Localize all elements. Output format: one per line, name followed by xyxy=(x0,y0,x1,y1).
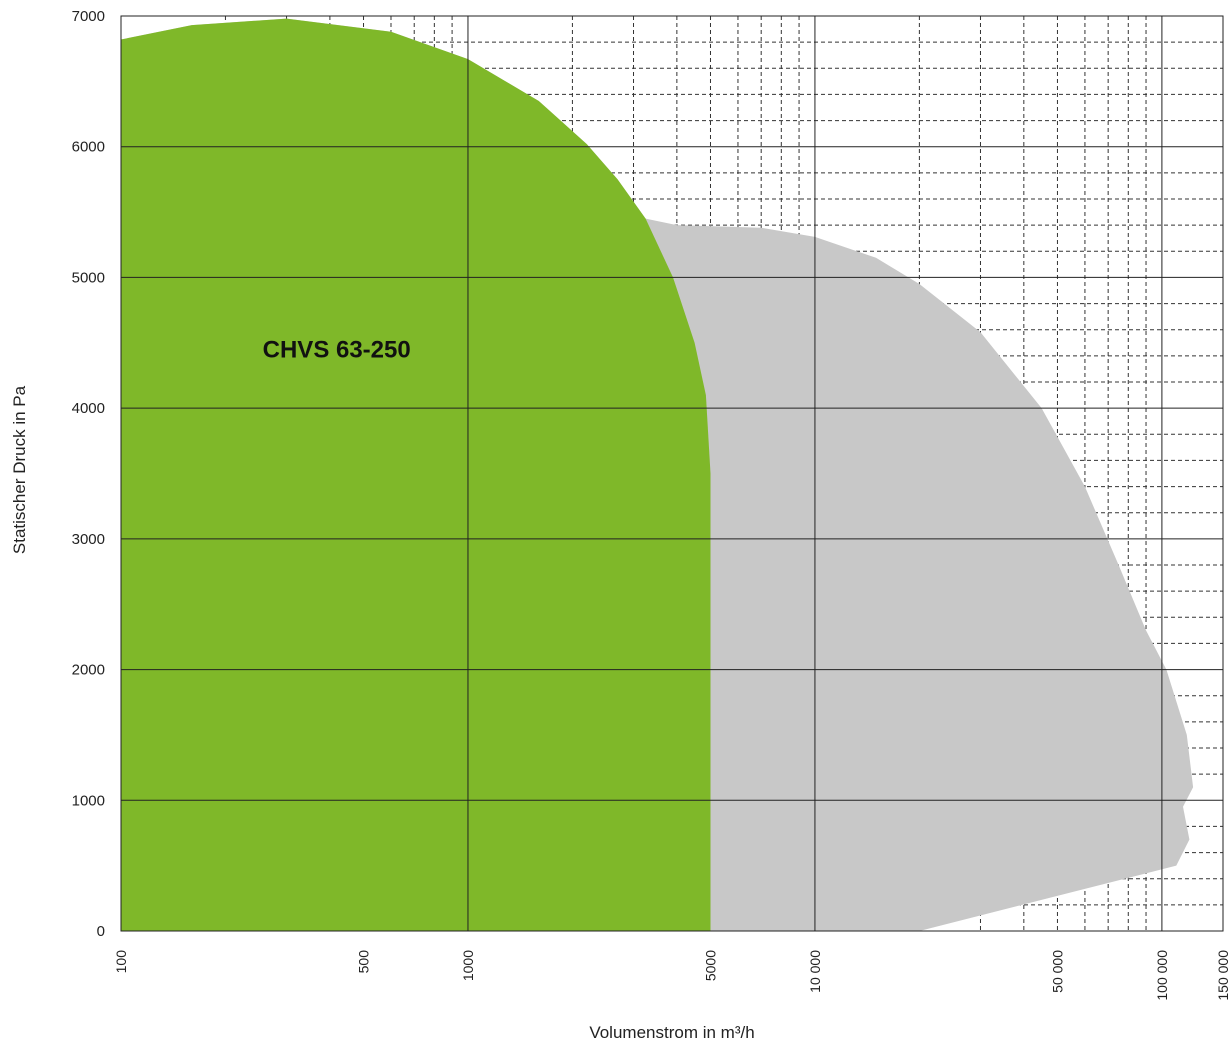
x-tick-label: 150 000 xyxy=(1215,950,1231,1001)
y-axis-label: Statischer Druck in Pa xyxy=(10,385,29,554)
y-tick-label: 3000 xyxy=(72,531,105,548)
y-tick-label: 6000 xyxy=(72,139,105,156)
x-tick-label: 100 000 xyxy=(1154,950,1170,1001)
y-tick-labels: 0 1000 2000 3000 4000 5000 6000 7000 xyxy=(72,8,105,940)
series-area-1 xyxy=(121,18,711,932)
x-tick-label: 1000 xyxy=(460,950,476,981)
x-tick-label: 5000 xyxy=(702,950,718,981)
x-tick-label: 50 000 xyxy=(1049,950,1065,993)
series-annotation: CHVS 63-250 xyxy=(263,336,411,363)
x-tick-label: 10 000 xyxy=(807,950,823,993)
y-tick-label: 1000 xyxy=(72,792,105,809)
x-tick-labels: 100 500 1000 5000 10 000 50 000 100 000 150 000 xyxy=(113,950,1231,1001)
y-tick-label: 0 xyxy=(97,923,105,940)
y-tick-label: 4000 xyxy=(72,400,105,417)
x-tick-label: 100 xyxy=(113,950,129,974)
x-axis-label: Volumenstrom in m³/h xyxy=(589,1023,754,1042)
y-tick-label: 5000 xyxy=(72,269,105,286)
plot-frame xyxy=(120,15,1224,932)
y-tick-label: 7000 xyxy=(72,8,105,25)
x-tick-label: 500 xyxy=(356,950,372,974)
series-areas xyxy=(121,18,1194,932)
major-gridlines xyxy=(121,16,1223,931)
y-tick-label: 2000 xyxy=(72,662,105,679)
